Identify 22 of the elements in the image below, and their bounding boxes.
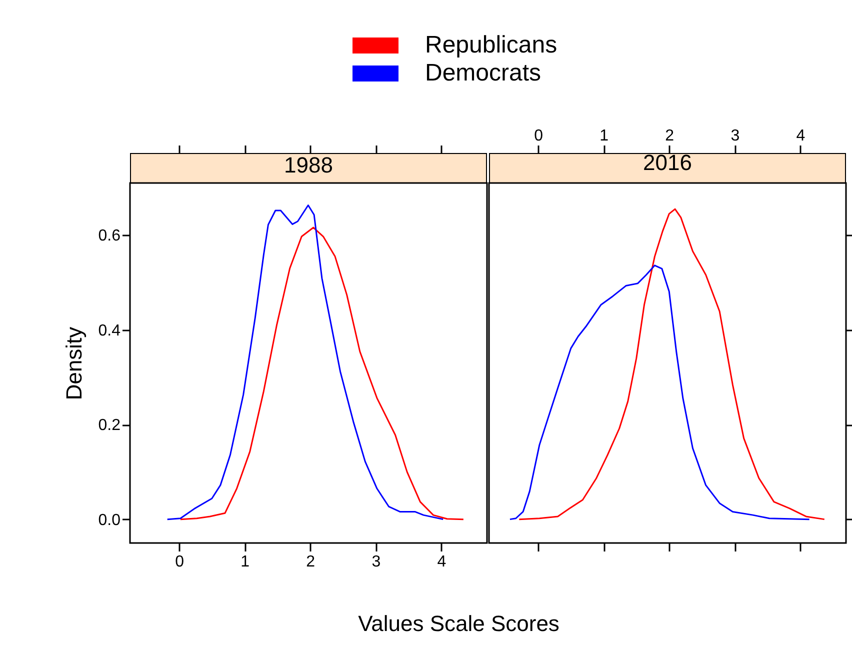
x-tick-label: 3 bbox=[730, 128, 740, 144]
y-axis-title: Density bbox=[61, 326, 86, 400]
chart-title: 2016 bbox=[643, 150, 692, 175]
x-tick-label: 1 bbox=[600, 128, 609, 144]
chart-title: 1988 bbox=[284, 152, 333, 178]
x-tick-label: 1 bbox=[240, 554, 250, 570]
legend-label: Republicans bbox=[425, 32, 558, 58]
x-tick-label: 0 bbox=[534, 128, 544, 144]
legend-label: Democrats bbox=[425, 60, 542, 86]
y-tick-label: 0.4 bbox=[98, 322, 121, 340]
y-tick-label: 0.0 bbox=[98, 512, 121, 529]
y-tick-label: 0.6 bbox=[98, 228, 121, 245]
x-axis-title: Values Scale Scores bbox=[358, 610, 560, 636]
x-tick-label: 0 bbox=[175, 554, 184, 570]
x-tick-label: 2 bbox=[665, 128, 674, 144]
x-tick-label: 2 bbox=[306, 554, 316, 570]
y-tick-label: 0.2 bbox=[98, 417, 121, 434]
x-tick-label: 3 bbox=[372, 554, 381, 570]
line-series bbox=[180, 226, 464, 520]
x-tick-label: 4 bbox=[796, 128, 806, 144]
x-tick-label: 4 bbox=[437, 554, 446, 570]
line-series bbox=[166, 204, 444, 520]
